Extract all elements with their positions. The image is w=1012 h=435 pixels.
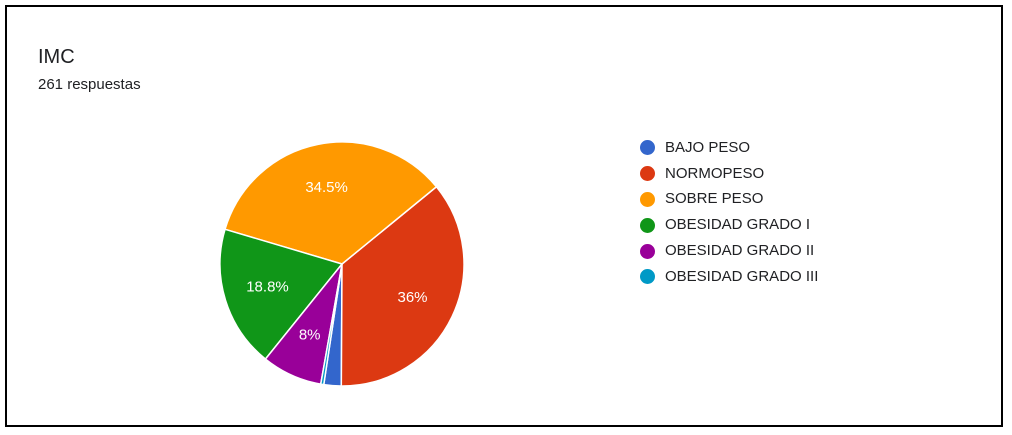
pie-slice-label-5: 8% [299,327,321,344]
legend-label-2: NORMOPESO [665,164,765,182]
legend-swatch-3 [640,191,655,207]
pie-slice-label-4: 18.8% [246,279,289,296]
pie-slice-6[interactable] [319,263,343,386]
pie-chart: 36% 34.5% 18.8% 8% [219,141,465,387]
pie-slice-4[interactable] [219,228,343,360]
pie-slice-label-2: 36% [397,289,427,306]
legend-swatch-6 [640,269,655,285]
legend-label-5: OBESIDAD GRADO II [665,242,815,260]
chart-legend: BAJO PESO NORMOPESO SOBRE PESO OBESIDAD GRA… [640,135,818,290]
legend-swatch-1 [640,140,655,156]
legend-label-3: SOBRE PESO [665,190,764,208]
legend-label-6: OBESIDAD GRADO III [665,267,819,285]
legend-item-5[interactable]: OBESIDAD GRADO II [640,238,818,264]
chart-card: IMC 261 respuestas 36% 34.5% 18.8% 8% BAJO … [5,5,1003,427]
legend-item-2[interactable]: NORMOPESO [640,161,818,187]
legend-item-1[interactable]: BAJO PESO [640,135,818,161]
pie-slice-label-3: 34.5% [305,179,348,196]
chart-title: IMC [38,46,75,68]
legend-item-4[interactable]: OBESIDAD GRADO I [640,212,818,238]
legend-swatch-2 [640,166,655,182]
legend-swatch-4 [640,217,655,233]
pie-slice-3[interactable] [224,141,438,265]
legend-label-1: BAJO PESO [665,138,751,156]
pie-slice-2[interactable] [340,186,465,387]
legend-swatch-5 [640,243,655,259]
legend-item-3[interactable]: SOBRE PESO [640,187,818,213]
legend-label-4: OBESIDAD GRADO I [665,216,811,234]
legend-item-6[interactable]: OBESIDAD GRADO III [640,264,818,290]
response-count: 261 respuestas [38,76,141,93]
